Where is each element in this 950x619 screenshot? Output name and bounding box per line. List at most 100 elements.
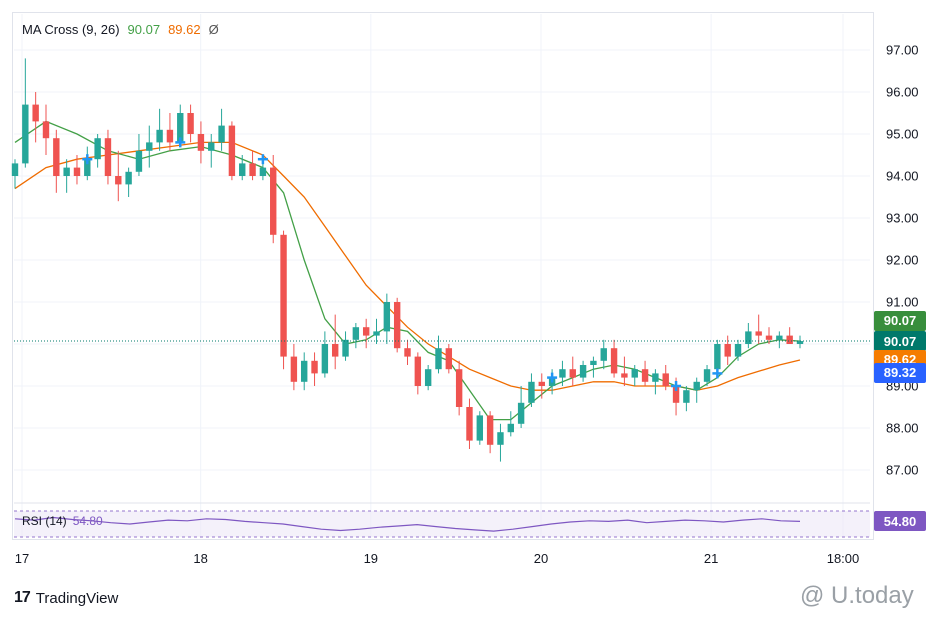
candle-body: [600, 348, 607, 361]
candle-body: [94, 138, 101, 160]
candle-body: [146, 142, 153, 151]
candle-body: [445, 348, 453, 370]
candle-body: [435, 348, 442, 370]
candle-body: [84, 159, 91, 176]
watermark-text: @ U.today: [800, 582, 914, 609]
candle-body: [301, 360, 308, 382]
rsi-band: [14, 511, 870, 537]
candle-body: [569, 369, 576, 378]
candle-body: [455, 369, 463, 407]
candle-body: [693, 381, 700, 391]
brand[interactable]: 17 TradingView: [14, 589, 118, 607]
candle-body: [42, 121, 50, 139]
candle-body: [414, 356, 422, 386]
x-tick-label: 21: [703, 551, 719, 566]
candle-body: [270, 167, 277, 235]
candle-body: [383, 302, 391, 332]
candle-body: [507, 423, 514, 433]
candle-body: [125, 171, 132, 185]
candle-body: [331, 344, 339, 357]
candle-body: [259, 167, 267, 176]
candle-body: [724, 344, 731, 357]
candle-body: [135, 150, 143, 172]
rsi-legend: RSI (14) 54.80: [22, 514, 103, 528]
candle-body: [311, 360, 318, 374]
price-badge: 54.80: [874, 511, 926, 531]
candle-body: [197, 134, 205, 151]
candle-body: [11, 163, 19, 176]
y-tick-label: 97.00: [886, 42, 919, 58]
x-tick-label: 19: [363, 551, 379, 566]
x-tick-label: 20: [533, 551, 549, 566]
candle-body: [208, 142, 215, 151]
candle-body: [796, 341, 804, 344]
candle-body: [776, 335, 783, 340]
legend-slow-value: 89.62: [168, 22, 201, 37]
candle-body: [73, 167, 81, 176]
candle-body: [404, 348, 411, 357]
x-tick-label: 17: [14, 551, 30, 566]
candle-body: [228, 125, 236, 176]
price-badge: 90.07: [874, 310, 926, 331]
candle-body: [579, 365, 587, 378]
candle-body: [187, 113, 194, 134]
candle-body: [342, 339, 349, 357]
tradingview-logo: 17: [14, 589, 31, 606]
candle-body: [352, 327, 360, 340]
candle-body: [486, 415, 494, 445]
candle-body: [538, 381, 545, 386]
candle-body: [280, 234, 287, 357]
candle-body: [621, 373, 628, 378]
y-tick-label: 95.00: [886, 126, 919, 142]
candle-body: [53, 138, 60, 176]
chart-frame: [12, 12, 874, 540]
candle-body: [177, 113, 184, 143]
candle-body: [528, 381, 535, 403]
rsi-label: RSI (14): [22, 514, 67, 528]
candle-body: [249, 163, 256, 176]
price-badge: 89.32: [874, 362, 926, 383]
candle-body: [156, 129, 163, 143]
candle-body: [393, 302, 401, 349]
candle-body: [497, 432, 504, 445]
candle-body: [104, 138, 112, 176]
candle-body: [672, 386, 680, 403]
candle-body: [517, 402, 525, 424]
candle-body: [362, 327, 370, 336]
hide-icon[interactable]: Ø: [208, 22, 219, 37]
candle-body: [765, 335, 773, 340]
candle-body: [641, 369, 649, 382]
legend-fast-value: 90.07: [127, 22, 161, 37]
rsi-line: [14, 516, 801, 532]
candle-body: [745, 331, 752, 344]
candle-body: [290, 356, 298, 382]
candle-body: [466, 407, 473, 441]
candle-body: [631, 369, 638, 378]
y-tick-label: 92.00: [886, 252, 919, 268]
candle-body: [32, 104, 39, 122]
candle-body: [373, 331, 380, 336]
indicator-legend: MA Cross (9, 26) 90.07 89.62 Ø: [22, 22, 219, 37]
candle-body: [786, 335, 793, 344]
candle-body: [683, 390, 690, 403]
candle-body: [703, 369, 711, 382]
brand-name: TradingView: [35, 589, 119, 607]
price-badge: 90.07: [874, 331, 926, 352]
rsi-value: 54.80: [72, 514, 103, 528]
y-tick-label: 91.00: [886, 294, 919, 310]
watermark: @ U.today: [800, 582, 914, 610]
x-tick-label: 18: [193, 551, 208, 566]
y-tick-label: 88.00: [886, 420, 919, 436]
candle-body: [476, 415, 484, 441]
candle-body: [610, 348, 618, 374]
candle-body: [63, 167, 70, 176]
candle-body: [239, 163, 246, 176]
x-tick-label: 18:00: [826, 551, 860, 566]
candle-body: [559, 369, 566, 378]
ma-fast-line: [14, 120, 801, 421]
candle-body: [590, 360, 597, 365]
candle-body: [755, 331, 762, 336]
candle-body: [662, 373, 669, 386]
y-tick-label: 94.00: [886, 168, 919, 184]
